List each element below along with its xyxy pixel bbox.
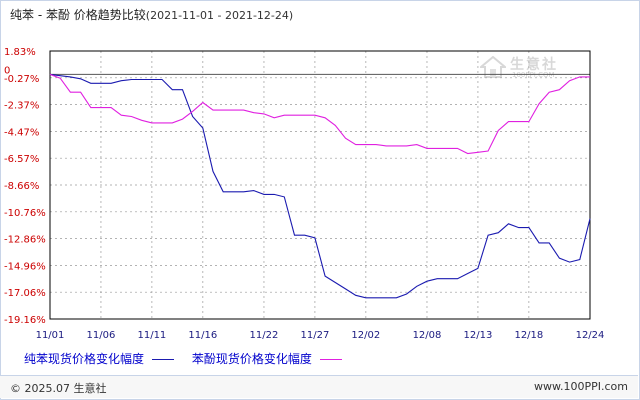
legend-label-series2: 苯酚现货价格变化幅度: [191, 352, 312, 366]
x-tick-label: 12/13: [464, 330, 493, 341]
legend-swatch-series2: [319, 359, 342, 360]
chart-grid: [50, 51, 590, 319]
x-tick-label: 11/16: [188, 330, 217, 341]
chart-lines: [49, 73, 591, 299]
footer-copyright: © 2025.07 生意社: [10, 382, 107, 395]
footer-bar: © 2025.07 生意社 www.100PPI.com: [0, 375, 638, 398]
y-tick-label: -17.06%: [4, 288, 46, 299]
x-axis-ticks: 11/01 11/06 11/11 11/16 11/22 11/27 12/02 12/08…: [36, 330, 605, 341]
x-tick-label: 12/24: [576, 330, 605, 341]
chart-axes: [49, 50, 591, 320]
y-tick-label: -2.37%: [4, 101, 39, 112]
house-icon: [480, 56, 506, 78]
x-tick-label: 11/11: [137, 330, 166, 341]
y-tick-label: -4.47%: [4, 127, 39, 138]
x-tick-label: 12/18: [514, 330, 543, 341]
footer-site-link[interactable]: www.100PPI.com: [534, 380, 628, 393]
plot-border: [49, 50, 591, 320]
y-tick-label: -8.66%: [4, 181, 39, 192]
y-tick-label: -10.76%: [4, 208, 46, 219]
x-tick-label: 12/08: [413, 330, 442, 341]
y-tick-label: -19.16%: [4, 315, 46, 326]
legend-label-series1: 纯苯现货价格变化幅度: [24, 352, 145, 366]
watermark-url: 100PPI.COM: [512, 71, 555, 79]
y-tick-label: -0.27%: [4, 74, 39, 85]
chart-title-range: (2021-11-01 - 2021-12-24): [145, 9, 294, 22]
x-tick-label: 11/27: [300, 330, 329, 341]
chart-title-main: 纯苯 - 苯酚 价格趋势比较: [10, 8, 146, 22]
watermark-brand: 生意社: [510, 57, 558, 73]
series-line-2: [49, 73, 590, 155]
x-tick-label: 11/01: [36, 330, 65, 341]
y-tick-label: 1.83%: [4, 47, 36, 58]
y-axis-ticks: 1.83% -0.27% -2.37% -4.47% -6.57% -8.66% -10.7…: [4, 47, 46, 326]
x-tick-label: 11/06: [87, 330, 116, 341]
x-tick-label: 11/22: [250, 330, 279, 341]
y-zero-label: 0: [4, 65, 10, 76]
series-line-1: [49, 73, 591, 299]
y-tick-label: -14.96%: [4, 261, 46, 272]
y-tick-label: -6.57%: [4, 154, 39, 165]
legend-item-series2: 苯酚现货价格变化幅度: [192, 350, 342, 367]
legend-swatch-series1: [152, 359, 175, 360]
chart-legend: 纯苯现货价格变化幅度 苯酚现货价格变化幅度: [24, 350, 356, 366]
watermark-logo: 生意社 100PPI.COM: [480, 54, 590, 80]
x-tick-label: 12/02: [351, 330, 380, 341]
chart-title: 纯苯 - 苯酚 价格趋势比较(2021-11-01 - 2021-12-24): [10, 6, 293, 26]
legend-item-series1: 纯苯现货价格变化幅度: [24, 350, 175, 367]
y-tick-label: -12.86%: [4, 235, 46, 246]
